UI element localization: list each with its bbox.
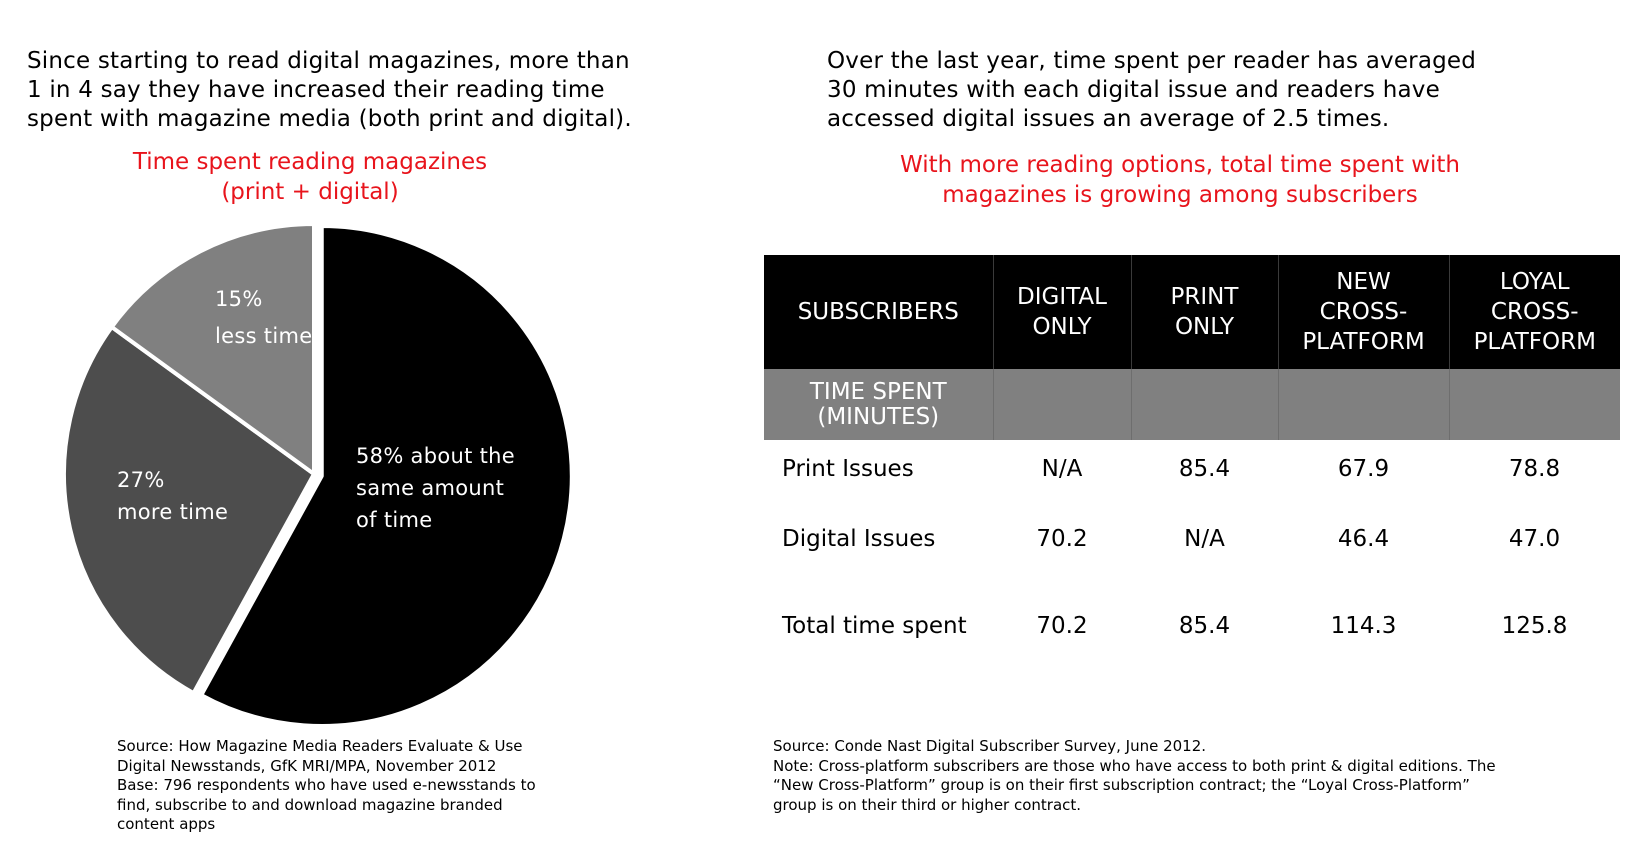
pie-label-less-time: 15% less time	[215, 287, 313, 348]
column-header-digital-only: DIGITAL ONLY	[992, 255, 1131, 369]
table-cell: 47.0	[1508, 526, 1561, 552]
pie-chart-title: Time spent reading magazines (print + di…	[132, 149, 488, 205]
time-spent-table: SUBSCRIBERS DIGITAL ONLY PRINT ONLY NEW …	[764, 255, 1620, 672]
table-row-digital-issues: Digital Issues 70.2 N/A 46.4 47.0	[764, 498, 1620, 580]
pie-slice-more-time	[62, 325, 316, 696]
table-row-print-issues: Print Issues N/A 85.4 67.9 78.8	[764, 440, 1620, 498]
subheader-cell	[992, 369, 1131, 440]
subheader-cell	[1277, 369, 1449, 440]
left-intro-text: Since starting to read digital magazines…	[27, 48, 632, 132]
table-cell: 85.4	[1178, 456, 1231, 482]
row-label: Total time spent	[782, 613, 967, 639]
table-row-total-time: Total time spent 70.2 85.4 114.3 125.8	[764, 580, 1620, 672]
right-source-note: Source: Conde Nast Digital Subscriber Su…	[773, 737, 1496, 814]
table-cell: 70.2	[1036, 613, 1088, 639]
pie-slice-same-time	[199, 223, 574, 728]
column-header-print-only: PRINT ONLY	[1130, 255, 1278, 369]
right-intro-text: Over the last year, time spent per reade…	[827, 48, 1477, 132]
pie-label-more-time: 27% more time	[117, 468, 229, 524]
pie-slice-less-time	[109, 222, 316, 476]
column-header-loyal-cross-platform: LOYAL CROSS- PLATFORM	[1448, 255, 1620, 369]
column-header-subscribers: SUBSCRIBERS	[764, 255, 993, 369]
row-label: Digital Issues	[782, 526, 936, 552]
subheader-cell	[1130, 369, 1278, 440]
table-cell: N/A	[1041, 456, 1083, 482]
left-source-note: Source: How Magazine Media Readers Evalu…	[117, 737, 536, 833]
table-cell: 85.4	[1178, 613, 1231, 639]
table-cell: 67.9	[1337, 456, 1390, 482]
subheader-time-spent: TIME SPENT (MINUTES)	[764, 369, 993, 440]
table-header-row: SUBSCRIBERS DIGITAL ONLY PRINT ONLY NEW …	[764, 255, 1620, 369]
column-header-new-cross-platform: NEW CROSS- PLATFORM	[1277, 255, 1449, 369]
table-cell: N/A	[1184, 526, 1225, 552]
table-cell: 78.8	[1508, 456, 1561, 482]
pie-slices	[62, 222, 574, 728]
table-cell: 114.3	[1330, 613, 1397, 639]
subheader-cell	[1448, 369, 1620, 440]
table-title: With more reading options, total time sp…	[899, 152, 1461, 208]
pie-chart	[62, 222, 574, 728]
table-cell: 46.4	[1337, 526, 1390, 552]
pie-label-same-time: 58% about the same amount of time	[356, 444, 515, 532]
table-subheader-row: TIME SPENT (MINUTES)	[764, 369, 1620, 440]
table-cell: 70.2	[1036, 526, 1088, 552]
table-cell: 125.8	[1501, 613, 1568, 639]
row-label: Print Issues	[782, 456, 914, 482]
